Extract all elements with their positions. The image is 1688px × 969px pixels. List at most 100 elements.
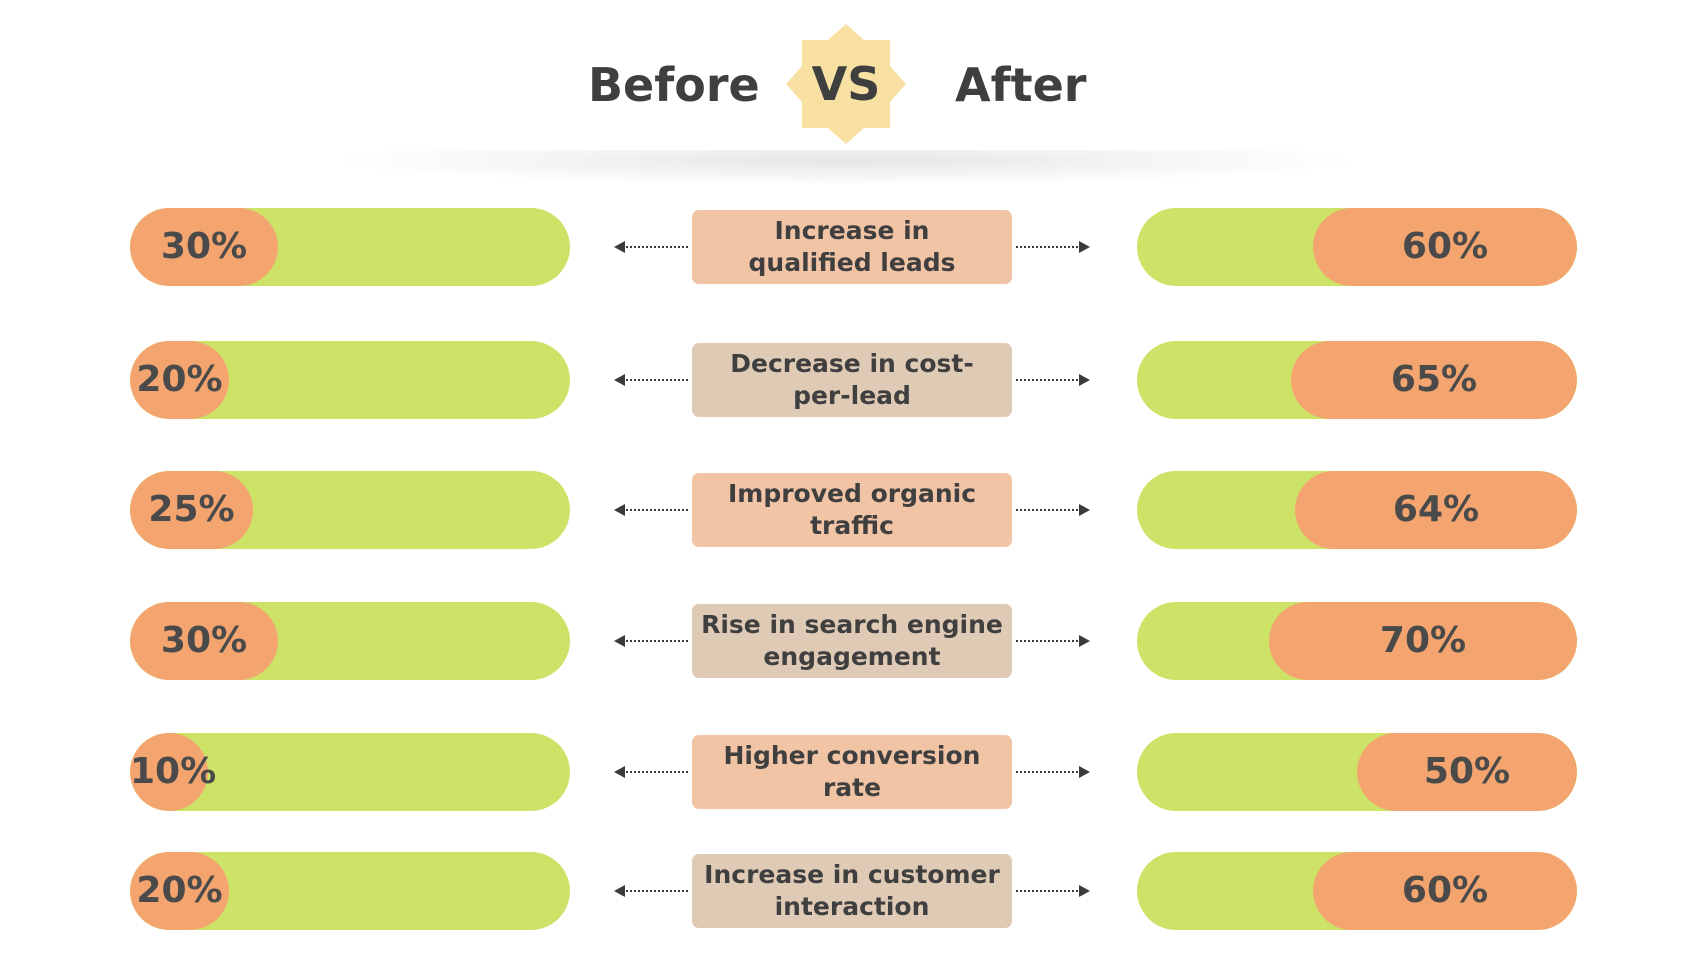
before-value-label: 20% bbox=[136, 359, 223, 400]
before-bar-fill bbox=[130, 341, 229, 419]
left-arrow-icon bbox=[614, 634, 688, 648]
metric-label-card: Rise in search engine engagement bbox=[692, 604, 1012, 678]
after-value-label: 50% bbox=[1423, 751, 1511, 792]
left-arrow-icon bbox=[614, 884, 688, 898]
metric-label-text: Increase in qualified leads bbox=[749, 215, 956, 279]
before-value-label: 10% bbox=[130, 751, 217, 792]
after-bar: 70% bbox=[1137, 602, 1577, 680]
arrow-dots bbox=[626, 379, 688, 381]
left-arrow-icon bbox=[614, 240, 688, 254]
vs-badge: VS bbox=[784, 22, 908, 146]
left-arrow-icon bbox=[614, 503, 688, 517]
after-bar-fill bbox=[1291, 341, 1577, 419]
metric-label-line: traffic bbox=[810, 511, 894, 540]
arrow-head bbox=[1079, 241, 1090, 253]
arrow-head bbox=[1079, 885, 1090, 897]
metric-label-card: Higher conversion rate bbox=[692, 735, 1012, 809]
after-bar: 65% bbox=[1137, 341, 1577, 419]
metric-label-line: Increase in bbox=[774, 216, 930, 245]
metric-label-line: engagement bbox=[763, 642, 941, 671]
metric-label-card: Increase in qualified leads bbox=[692, 210, 1012, 284]
metric-label-card: Decrease in cost-per-lead bbox=[692, 343, 1012, 417]
after-bar: 50% bbox=[1137, 733, 1577, 811]
right-arrow-icon bbox=[1016, 765, 1090, 779]
metric-label-card: Increase in customer interaction bbox=[692, 854, 1012, 928]
arrow-dots bbox=[626, 890, 688, 892]
metric-label-text: Improved organic traffic bbox=[728, 478, 976, 542]
before-value-label: 30% bbox=[160, 226, 248, 267]
metric-label-card: Improved organic traffic bbox=[692, 473, 1012, 547]
before-bar: 10% bbox=[130, 733, 570, 811]
metric-label-text: Increase in customer interaction bbox=[704, 859, 1000, 923]
metric-label-line: Higher conversion bbox=[723, 741, 981, 770]
after-bar-fill bbox=[1295, 471, 1577, 549]
before-bar: 25% bbox=[130, 471, 570, 549]
after-value-label: 65% bbox=[1390, 359, 1478, 400]
after-bar: 60% bbox=[1137, 852, 1577, 930]
arrow-dots bbox=[1016, 640, 1078, 642]
before-bar: 20% bbox=[130, 852, 570, 930]
before-title: Before bbox=[588, 58, 760, 112]
metric-label-line: rate bbox=[822, 773, 882, 802]
metric-label-line: Improved organic bbox=[727, 479, 977, 508]
after-value-label: 60% bbox=[1401, 226, 1489, 267]
metric-label-text: Rise in search engine engagement bbox=[701, 609, 1003, 673]
before-bar: 30% bbox=[130, 602, 570, 680]
arrow-head bbox=[1079, 635, 1090, 647]
after-bar: 60% bbox=[1137, 208, 1577, 286]
arrow-head bbox=[614, 766, 625, 778]
after-bar: 64% bbox=[1137, 471, 1577, 549]
arrow-dots bbox=[626, 640, 688, 642]
after-value-label: 60% bbox=[1401, 870, 1489, 911]
metric-label-line: Rise in search engine bbox=[701, 610, 1003, 639]
arrow-head bbox=[1079, 504, 1090, 516]
after-bar-fill bbox=[1313, 208, 1577, 286]
metric-label-text: Decrease in cost-per-lead bbox=[730, 348, 974, 412]
vs-label: VS bbox=[811, 57, 881, 111]
arrow-dots bbox=[1016, 509, 1078, 511]
before-bar-fill bbox=[130, 471, 253, 549]
arrow-dots bbox=[1016, 246, 1078, 248]
metric-label-line: Decrease in cost- bbox=[730, 349, 974, 378]
after-bar-fill bbox=[1313, 852, 1577, 930]
arrow-dots bbox=[626, 771, 688, 773]
metric-label-line: qualified leads bbox=[748, 248, 956, 277]
arrow-head bbox=[614, 504, 625, 516]
before-bar-fill bbox=[130, 602, 278, 680]
arrow-head bbox=[614, 241, 625, 253]
arrow-head bbox=[614, 374, 625, 386]
metric-label-line: interaction bbox=[774, 892, 930, 921]
arrow-head bbox=[614, 635, 625, 647]
right-arrow-icon bbox=[1016, 884, 1090, 898]
before-bar-fill bbox=[130, 208, 278, 286]
left-arrow-icon bbox=[614, 373, 688, 387]
right-arrow-icon bbox=[1016, 503, 1090, 517]
metric-label-text: Higher conversion rate bbox=[724, 740, 981, 804]
right-arrow-icon bbox=[1016, 373, 1090, 387]
before-value-label: 20% bbox=[136, 870, 223, 911]
before-bar-fill bbox=[130, 733, 208, 811]
before-bar-fill bbox=[130, 852, 229, 930]
arrow-dots bbox=[626, 509, 688, 511]
star-badge-icon bbox=[786, 24, 906, 144]
after-bar-fill bbox=[1357, 733, 1577, 811]
before-bar: 30% bbox=[130, 208, 570, 286]
right-arrow-icon bbox=[1016, 634, 1090, 648]
left-arrow-icon bbox=[614, 765, 688, 779]
right-arrow-icon bbox=[1016, 240, 1090, 254]
arrow-head bbox=[1079, 374, 1090, 386]
arrow-head bbox=[614, 885, 625, 897]
arrow-dots bbox=[1016, 890, 1078, 892]
after-value-label: 70% bbox=[1379, 620, 1467, 661]
metric-label-line: per-lead bbox=[793, 381, 911, 410]
metric-label-line: Increase in customer bbox=[704, 860, 1000, 889]
arrow-dots bbox=[1016, 771, 1078, 773]
arrow-head bbox=[1079, 766, 1090, 778]
before-value-label: 25% bbox=[148, 489, 235, 530]
arrow-dots bbox=[1016, 379, 1078, 381]
after-bar-fill bbox=[1269, 602, 1577, 680]
arrow-dots bbox=[626, 246, 688, 248]
before-bar: 20% bbox=[130, 341, 570, 419]
before-value-label: 30% bbox=[160, 620, 248, 661]
